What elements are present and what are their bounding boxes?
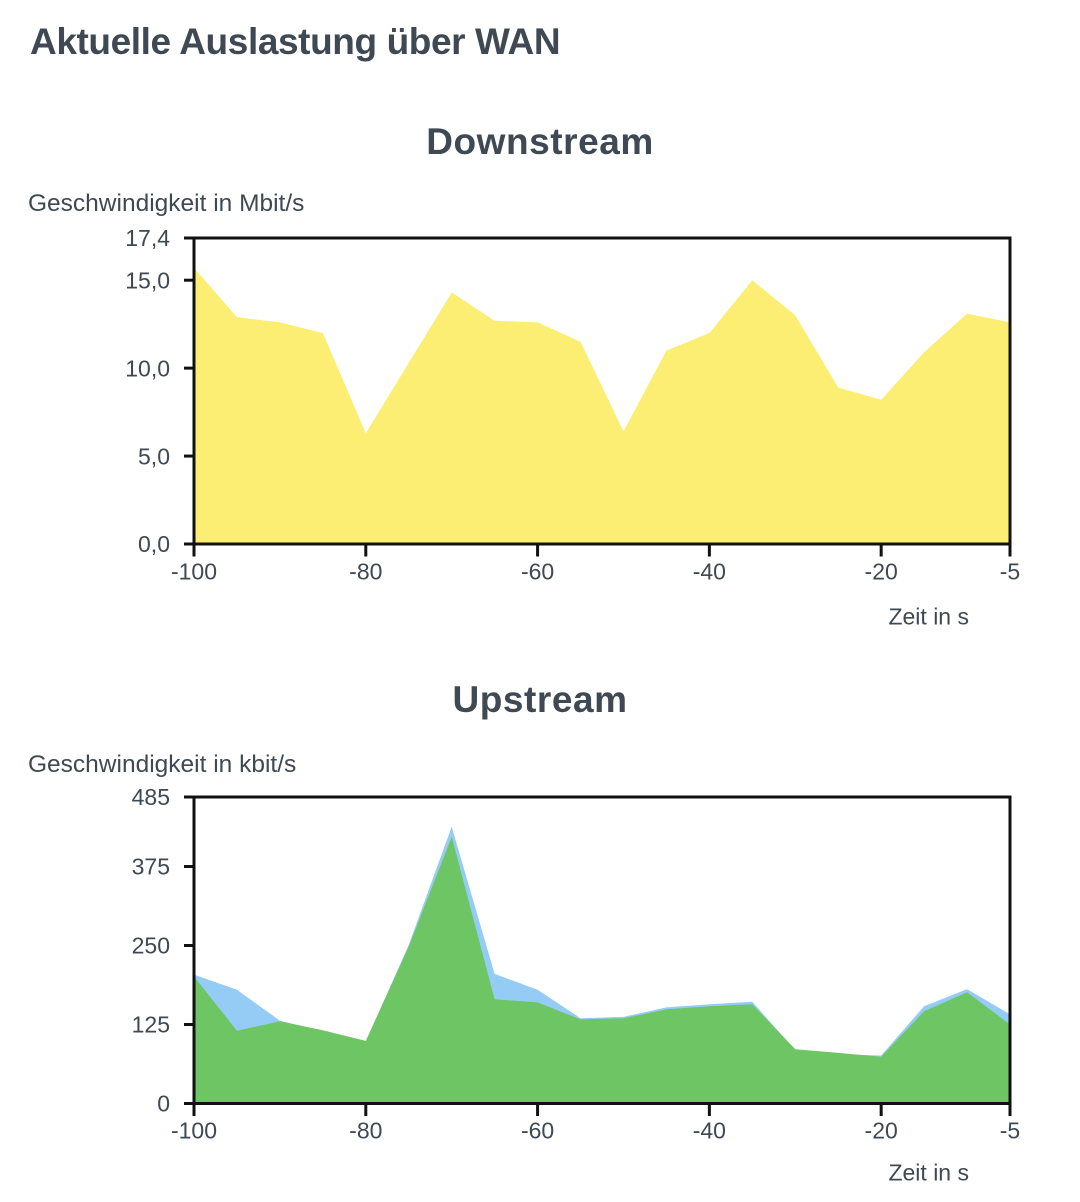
downstream-plot-border [192,236,1012,546]
upstream-y-tick-label: 0 [157,1091,170,1117]
upstream-plot-border [192,795,1012,1105]
page-title: Aktuelle Auslastung über WAN [30,21,561,62]
upstream-y-tick-label: 485 [132,784,170,810]
upstream-foreground-area [194,836,1010,1104]
downstream-x-axis-unit-label: Zeit in s [888,604,969,630]
downstream-x-tick-label: -60 [521,559,554,585]
downstream-x-tick-label: -100 [171,559,217,585]
downstream-area [194,267,1010,544]
downstream-y-tick-label: 10,0 [125,355,170,381]
downstream-x-tick-label: -20 [865,559,898,585]
upstream-x-axis-unit-label: Zeit in s [888,1160,969,1186]
downstream-x-tick-label: -40 [693,559,726,585]
downstream-y-axis-unit-label: Geschwindigkeit in Mbit/s [28,190,305,217]
upstream-y-tick-label: 250 [132,933,170,959]
upstream-y-tick-label: 125 [132,1012,170,1038]
downstream-x-tick-label: -5 [1000,559,1020,585]
downstream-chart-title: Downstream [426,121,654,162]
upstream-chart-title: Upstream [452,679,628,720]
downstream-y-tick-label: 0,0 [138,531,170,557]
downstream-y-tick-label: 5,0 [138,443,170,469]
upstream-x-tick-label: -80 [349,1118,382,1144]
downstream-y-tick-label: 15,0 [125,267,170,293]
upstream-x-tick-label: -20 [865,1118,898,1144]
downstream-x-tick-label: -80 [349,559,382,585]
upstream-y-axis-unit-label: Geschwindigkeit in kbit/s [28,751,297,778]
upstream-x-tick-label: -5 [1000,1118,1020,1144]
upstream-x-tick-label: -100 [171,1118,217,1144]
upstream-x-tick-label: -40 [693,1118,726,1144]
upstream-y-tick-label: 375 [132,854,170,880]
upstream-x-tick-label: -60 [521,1118,554,1144]
downstream-y-tick-label: 17,4 [125,225,170,251]
